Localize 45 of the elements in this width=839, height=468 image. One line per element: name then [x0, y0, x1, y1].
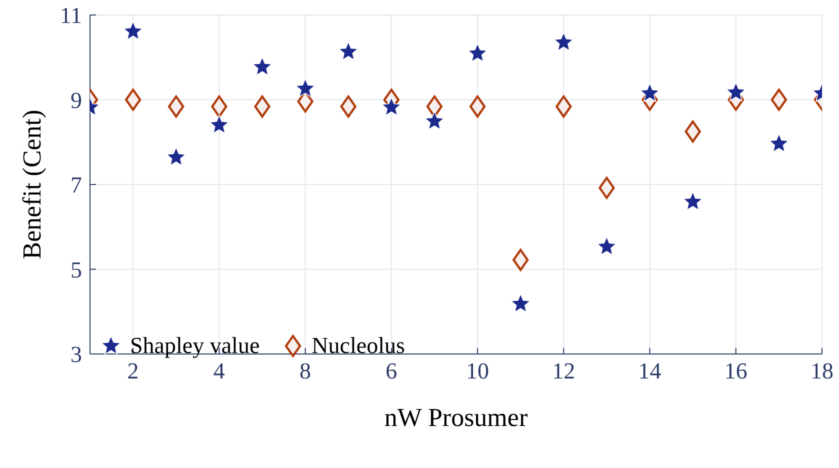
point [252, 56, 272, 76]
point [124, 88, 142, 111]
point [382, 96, 402, 116]
point [510, 294, 530, 312]
point [295, 78, 316, 98]
y-tick-label: 7 [70, 172, 82, 198]
legend-label: Shapley value [130, 333, 260, 359]
point [340, 95, 356, 118]
point [640, 82, 660, 102]
point [726, 82, 746, 102]
y-tick-label: 9 [70, 88, 82, 113]
point [338, 41, 358, 60]
x-tick-label: 16 [724, 358, 748, 384]
point [211, 95, 228, 118]
point [596, 236, 617, 256]
point [684, 120, 701, 143]
point [468, 43, 488, 62]
x-tick-label: 6 [386, 358, 398, 384]
x-axis-title: nW Prosumer [384, 403, 528, 432]
point [254, 95, 270, 118]
point [769, 133, 789, 152]
point [512, 248, 529, 272]
point [469, 95, 486, 118]
x-tick-label: 14 [638, 358, 662, 384]
y-axis-title: Benefit (Cent) [18, 110, 46, 260]
point [682, 191, 703, 210]
point [770, 88, 788, 111]
x-tick-label: 10 [466, 358, 490, 384]
x-tick-label: 12 [552, 358, 576, 384]
x-tick-label: 4 [213, 358, 226, 384]
y-tick-label: 11 [60, 3, 82, 28]
point [166, 146, 186, 166]
y-tick-label: 3 [70, 342, 82, 368]
legend-label: Nucleolus [312, 333, 405, 359]
x-tick-label: 8 [300, 358, 312, 384]
y-tick-label: 5 [70, 257, 82, 282]
point [168, 95, 184, 118]
point [556, 95, 572, 118]
point [209, 114, 230, 134]
point [554, 32, 574, 52]
point [123, 21, 143, 40]
x-tick-label: 18 [810, 358, 834, 384]
x-tick-label: 2 [127, 358, 139, 384]
point [424, 110, 444, 130]
point [598, 176, 615, 199]
